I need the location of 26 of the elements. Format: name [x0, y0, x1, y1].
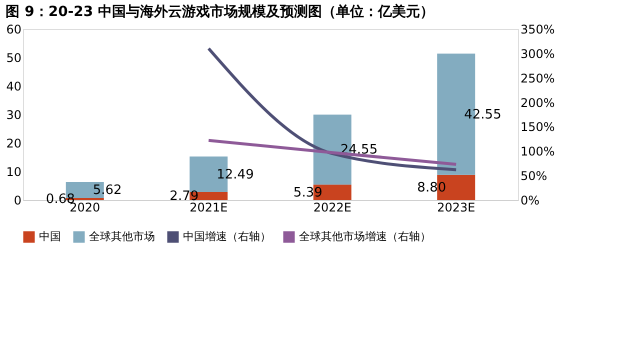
y2-tick-label: 350%	[520, 22, 555, 36]
legend-label: 中国	[39, 230, 61, 243]
y-tick-label: 20	[6, 136, 22, 150]
y2-tick-label: 200%	[520, 96, 555, 110]
data-label: 12.49	[216, 167, 254, 182]
y2-tick-label: 150%	[520, 120, 555, 134]
y2-tick-label: 50%	[520, 169, 548, 184]
y-tick-label: 50	[6, 51, 22, 65]
y-tick-label: 60	[6, 22, 22, 36]
x-tick-label: 2022E	[313, 200, 352, 214]
y2-tick-label: 250%	[520, 71, 555, 86]
x-tick-label: 2023E	[437, 200, 476, 214]
y-tick-label: 0	[14, 194, 22, 208]
y-tick-label: 30	[6, 108, 22, 122]
y-tick-label: 10	[6, 165, 22, 179]
y2-tick-label: 100%	[520, 144, 555, 159]
data-label: 5.62	[92, 183, 122, 198]
legend-label: 全球其他市场	[89, 230, 155, 243]
y2-tick-label: 300%	[520, 46, 555, 61]
legend-label: 中国增速（右轴）	[183, 230, 271, 243]
data-label: 42.55	[464, 107, 502, 122]
x-tick-label: 2021E	[190, 200, 228, 214]
y-tick-label: 40	[6, 80, 22, 94]
legend-label: 全球其他市场增速（右轴）	[299, 230, 431, 243]
chart-title: 图 9：20-23 中国与海外云游戏市场规模及预测图（单位：亿美元）	[6, 3, 434, 20]
y2-tick-label: 0%	[520, 194, 540, 208]
